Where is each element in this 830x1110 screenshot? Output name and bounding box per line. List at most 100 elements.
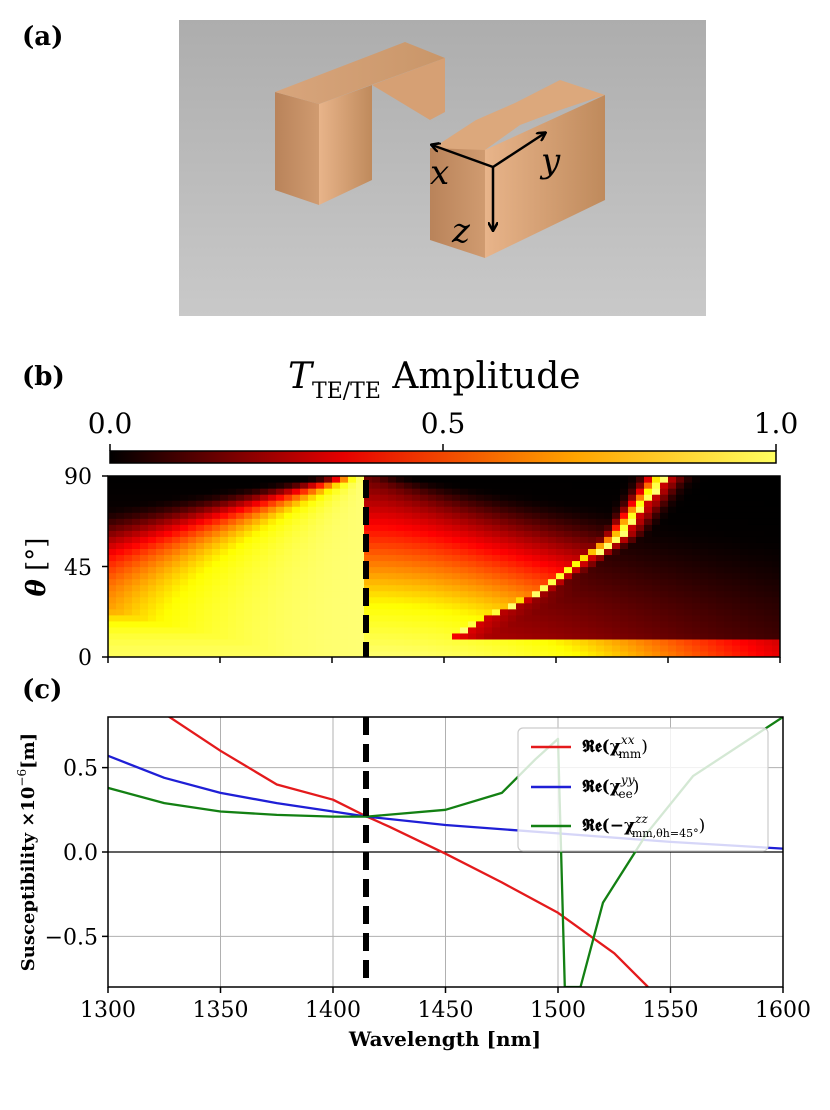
heatmap-cell [548,488,557,495]
heatmap-cell [676,602,685,610]
heatmap-cell [460,650,469,657]
heatmap-cell [404,560,413,568]
heatmap-cell [724,560,733,568]
heatmap-cell [564,590,573,598]
heatmap-cell [772,530,780,537]
heatmap-cell [764,536,773,543]
heatmap-cell [564,524,573,531]
heatmap-cell [196,506,205,513]
heatmap-cell [188,638,197,646]
heatmap-cell [252,650,261,657]
heatmap-cell [540,518,549,525]
heatmap-cell [556,482,565,489]
heatmap-cell [316,506,325,513]
heatmap-cell [556,560,565,568]
heatmap-cell [492,536,501,543]
heatmap-cell [564,650,573,657]
heatmap-cell [172,548,181,556]
heatmap-cell [164,482,173,489]
heatmap-cell [260,632,269,640]
heatmap-cell [740,548,749,556]
heatmap-cell [188,650,197,657]
heatmap-cell [668,608,677,616]
heatmap-cell [396,620,405,628]
heatmap-cell [524,620,533,628]
heatmap-cell [388,554,397,562]
heatmap-cell [732,644,741,652]
heatmap-cell [428,584,437,592]
heatmap-cell [524,644,533,652]
heatmap-cell [716,614,725,622]
heatmap-cell [508,536,517,543]
heatmap-cell [756,560,765,568]
heatmap-cell [772,614,780,622]
heatmap-cell [228,596,237,604]
heatmap-cell [476,566,485,574]
heatmap-cell [196,518,205,525]
heatmap-cell [436,488,445,495]
heatmap-cell [316,554,325,562]
heatmap-cell [748,476,757,483]
heatmap-cell [124,572,133,580]
heatmap-cell [468,566,477,574]
heatmap-cell [476,596,485,604]
heatmap-cell [388,638,397,646]
heatmap-cell [468,518,477,525]
legend-suffix: ) [699,816,706,836]
heatmap-cell [124,578,133,586]
heatmap-cell [396,572,405,580]
heatmap-cell [628,548,637,556]
heatmap-cell [156,572,165,580]
heatmap-cell [588,578,597,586]
heatmap-cell [716,626,725,634]
heatmap-cell [260,638,269,646]
heatmap-cell [532,578,541,586]
heatmap-cell [164,608,173,616]
heatmap-cell [572,494,581,501]
heatmap-cell [516,602,525,610]
heatmap-cell [444,584,453,592]
heatmap-cell [308,584,317,592]
heatmap-cell [204,476,213,483]
heatmap-cell [148,596,157,604]
heatmap-cell [116,494,125,501]
heatmap-cell [468,494,477,501]
heatmap-cell [748,530,757,537]
heatmap-cell [500,482,509,489]
heatmap-cell [500,488,509,495]
heatmap-cell [308,488,317,495]
heatmap-cell [764,548,773,556]
heatmap-cell [524,626,533,634]
heatmap-cell [556,632,565,640]
heatmap-cell [748,626,757,634]
heatmap-cell [388,476,397,483]
heatmap-cell [628,500,637,507]
heatmap-cell [500,608,509,616]
heatmap-cell [724,566,733,574]
heatmap-cell [244,488,253,495]
heatmap-cell [508,584,517,592]
heatmap-cell [164,560,173,568]
heatmap-cell [660,620,669,628]
heatmap-cell [580,494,589,501]
heatmap-cell [196,530,205,537]
heatmap-cell [252,506,261,513]
heatmap-cell [124,602,133,610]
heatmap-cell [756,566,765,574]
heatmap-cell [652,602,661,610]
heatmap-cell [484,476,493,483]
series-line-0 [167,717,649,987]
heatmap-cell [524,482,533,489]
heatmap-cell [564,572,573,580]
heatmap-cell [572,638,581,646]
heatmap-cell [372,482,381,489]
heatmap-cell [716,476,725,483]
heatmap-cell [132,500,141,507]
heatmap-cell [332,506,341,513]
heatmap-cell [276,590,285,598]
heatmap-cell [220,500,229,507]
heatmap-cell [716,530,725,537]
heatmap-cell [756,602,765,610]
heatmap-cell [356,572,365,580]
heatmap-cell [332,488,341,495]
